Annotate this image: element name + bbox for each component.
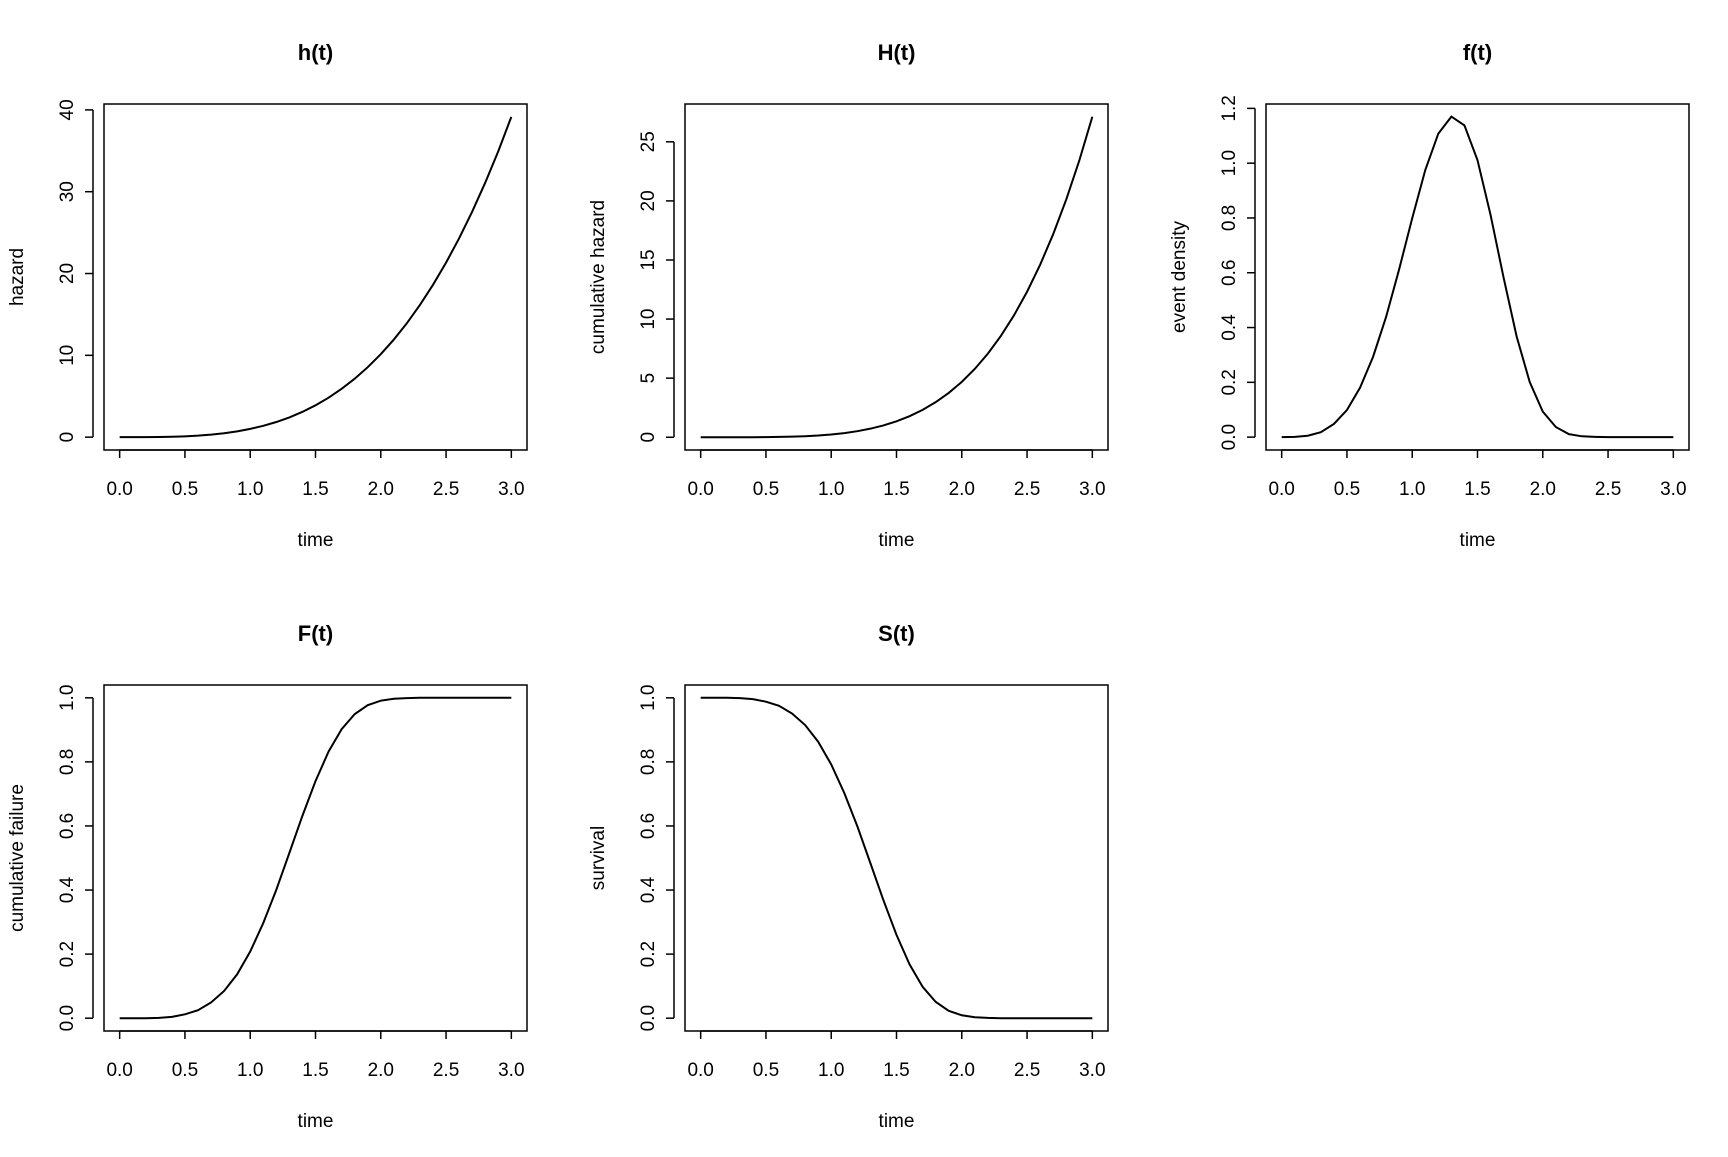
x-tick-label: 0.0: [106, 1060, 132, 1081]
x-tick-label: 2.5: [433, 479, 459, 500]
plot-frame: [103, 684, 528, 1032]
data-line: [700, 116, 1094, 439]
x-tick-label: 2.0: [1530, 479, 1556, 500]
y-tick-label: 20: [57, 263, 78, 284]
y-tick-label: 0.6: [1219, 260, 1240, 286]
y-tick-label: 30: [57, 181, 78, 202]
data-line: [700, 696, 1093, 1020]
panel: f(t) 0.0 0.5 1.0 1.5 2.0 2.5 3.0 time 0.0 0.2 0.4 0.…: [1169, 40, 1690, 551]
x-tick-label: 0.5: [1334, 479, 1360, 500]
plot-frame: [684, 684, 1109, 1032]
x-tick-label: 1.5: [883, 479, 909, 500]
x-tick-label: 3.0: [1660, 479, 1686, 500]
x-tick-label: 1.5: [1464, 479, 1490, 500]
x-tick-label: 3.0: [1079, 1060, 1105, 1081]
y-tick-label: 1.0: [57, 685, 78, 711]
panel: S(t) 0.0 0.5 1.0 1.5 2.0 2.5 3.0 time 0.0 0.2 0.4 0.…: [588, 621, 1109, 1132]
x-axis-label: time: [879, 1111, 915, 1132]
y-tick-label: 0.2: [1219, 369, 1240, 395]
x-tick-label: 1.0: [818, 1060, 844, 1081]
x-tick-label: 1.0: [237, 479, 263, 500]
y-tick-label: 0.4: [57, 876, 78, 903]
x-tick-label: 2.5: [1014, 1060, 1040, 1081]
chart-title: f(t): [1463, 40, 1492, 65]
y-tick-label: 1.0: [1219, 150, 1240, 176]
data-line: [1281, 115, 1674, 439]
x-tick-label: 1.0: [818, 479, 844, 500]
panel: H(t) 0.0 0.5 1.0 1.5 2.0 2.5 3.0 time 0 5 10 15 20 25 c…: [588, 40, 1109, 551]
x-axis-label: time: [298, 530, 334, 551]
x-tick-label: 1.0: [237, 1060, 263, 1081]
panel: h(t) 0.0 0.5 1.0 1.5 2.0 2.5 3.0 time 0 10 20 30 40 ha…: [7, 40, 528, 551]
x-tick-label: 0.0: [1268, 479, 1294, 500]
y-tick-label: 0.6: [57, 813, 78, 839]
x-tick-label: 1.5: [302, 1060, 328, 1081]
x-tick-label: 3.0: [498, 1060, 524, 1081]
plot-frame: [1265, 103, 1690, 451]
data-line: [119, 696, 512, 1020]
x-tick-label: 3.0: [1079, 479, 1105, 500]
y-tick-label: 0.0: [57, 1005, 78, 1031]
plot-frame: [103, 103, 528, 451]
x-tick-label: 2.0: [949, 1060, 975, 1081]
x-tick-label: 0.0: [106, 479, 132, 500]
y-axis-label: hazard: [7, 248, 28, 306]
y-tick-label: 0.2: [57, 941, 78, 967]
x-tick-label: 2.0: [368, 479, 394, 500]
y-tick-label: 1.2: [1219, 95, 1240, 121]
y-axis-label: cumulative hazard: [588, 200, 609, 354]
x-tick-label: 1.5: [302, 479, 328, 500]
y-tick-label: 0.8: [57, 749, 78, 775]
x-axis-label: time: [879, 530, 915, 551]
x-tick-label: 3.0: [498, 479, 524, 500]
y-axis-label: event density: [1169, 221, 1190, 333]
data-line: [119, 116, 513, 439]
y-tick-label: 25: [638, 131, 659, 152]
x-tick-label: 2.5: [1014, 479, 1040, 500]
x-tick-label: 2.0: [949, 479, 975, 500]
chart-title: h(t): [298, 40, 333, 65]
chart-title: F(t): [298, 621, 333, 646]
plot-frame: [684, 103, 1109, 451]
x-tick-label: 0.0: [687, 1060, 713, 1081]
y-axis-label: survival: [588, 826, 609, 890]
y-tick-label: 15: [638, 249, 659, 270]
y-tick-label: 0.8: [638, 749, 659, 775]
x-tick-label: 0.0: [687, 479, 713, 500]
y-axis-label: cumulative failure: [7, 784, 28, 932]
y-tick-label: 10: [638, 308, 659, 329]
x-tick-label: 2.5: [433, 1060, 459, 1081]
y-tick-label: 10: [57, 345, 78, 366]
y-tick-label: 0: [57, 432, 78, 443]
y-tick-label: 0: [638, 432, 659, 443]
y-tick-label: 40: [57, 99, 78, 120]
x-tick-label: 0.5: [753, 479, 779, 500]
y-tick-label: 0.0: [638, 1005, 659, 1031]
y-tick-label: 1.0: [638, 685, 659, 711]
x-axis-label: time: [298, 1111, 334, 1132]
x-tick-label: 1.0: [1399, 479, 1425, 500]
panel: F(t) 0.0 0.5 1.0 1.5 2.0 2.5 3.0 time 0.0 0.2 0.4 0.…: [7, 621, 528, 1132]
y-tick-label: 20: [638, 190, 659, 211]
y-tick-label: 0.4: [638, 876, 659, 903]
x-axis-label: time: [1460, 530, 1496, 551]
x-tick-label: 2.0: [368, 1060, 394, 1081]
x-tick-label: 0.5: [172, 1060, 198, 1081]
y-tick-label: 5: [638, 373, 659, 384]
x-tick-label: 0.5: [753, 1060, 779, 1081]
x-tick-label: 2.5: [1595, 479, 1621, 500]
y-tick-label: 0.2: [638, 941, 659, 967]
y-tick-label: 0.4: [1219, 314, 1240, 341]
y-tick-label: 0.8: [1219, 205, 1240, 231]
x-tick-label: 1.5: [883, 1060, 909, 1081]
chart-title: H(t): [878, 40, 916, 65]
y-tick-label: 0.0: [1219, 424, 1240, 450]
y-tick-label: 0.6: [638, 813, 659, 839]
chart-title: S(t): [878, 621, 915, 646]
x-tick-label: 0.5: [172, 479, 198, 500]
